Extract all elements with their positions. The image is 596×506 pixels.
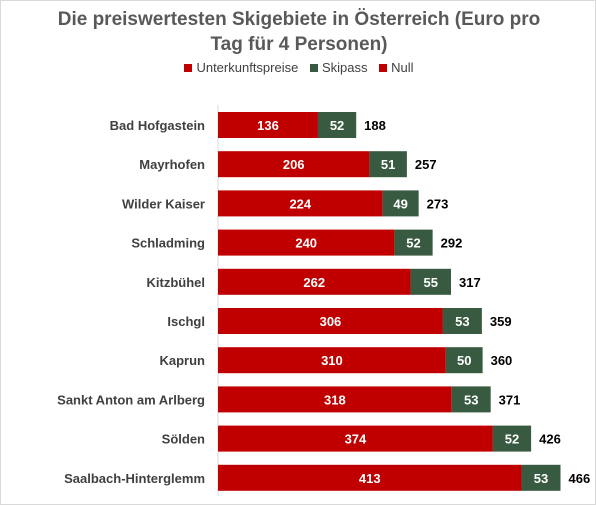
data-label-unterkunftspreise: 310 <box>321 353 343 368</box>
bar-skipass <box>382 190 419 217</box>
data-label-skipass: 52 <box>505 432 519 447</box>
bar-unterkunftspreise <box>218 112 318 138</box>
legend-label: Null <box>391 60 414 75</box>
category-label: Wilder Kaiser <box>122 196 205 211</box>
data-label-skipass: 52 <box>406 236 420 251</box>
bar-unterkunftspreise <box>218 229 395 256</box>
legend-item-unterkunftspreise: Unterkunftspreise <box>184 60 298 75</box>
data-label-unterkunftspreise: 318 <box>324 392 346 407</box>
category-label: Schladming <box>131 236 205 251</box>
legend-label: Skipass <box>321 60 368 75</box>
data-label-unterkunftspreise: 374 <box>345 432 367 447</box>
data-label-total: 360 <box>491 353 513 368</box>
bar-unterkunftspreise <box>218 151 370 178</box>
bar-unterkunftspreise <box>218 386 452 413</box>
data-label-skipass: 51 <box>381 157 395 172</box>
data-label-total: 317 <box>459 275 481 290</box>
data-label-total: 292 <box>441 236 463 251</box>
bar-skipass <box>394 229 433 256</box>
bar-skipass <box>369 151 407 178</box>
data-label-total: 273 <box>427 196 449 211</box>
bar-unterkunftspreise <box>218 425 493 452</box>
legend-swatch <box>184 64 193 72</box>
bar-unterkunftspreise <box>218 308 443 334</box>
category-label: Saalbach-Hinterglemm <box>64 471 205 486</box>
data-label-skipass: 53 <box>464 392 478 407</box>
data-label-unterkunftspreise: 413 <box>359 471 381 486</box>
category-label: Sankt Anton am Arlberg <box>57 392 205 407</box>
bar-unterkunftspreise <box>218 268 411 295</box>
legend: Unterkunftspreise Skipass Null <box>1 60 596 75</box>
chart-title-line-2: Tag für 4 Personen) <box>210 34 388 55</box>
legend-item-null: Null <box>379 60 414 75</box>
bar-unterkunftspreise <box>218 190 383 217</box>
data-label-total: 359 <box>490 314 512 329</box>
data-label-skipass: 53 <box>534 471 548 486</box>
bar-skipass <box>521 464 561 491</box>
bar-skipass <box>492 425 532 452</box>
legend-swatch <box>379 64 388 72</box>
bar-skipass <box>445 347 483 374</box>
category-label: Ischgl <box>167 314 205 329</box>
data-label-skipass: 52 <box>330 118 344 133</box>
legend-swatch <box>309 64 318 72</box>
data-label-total: 257 <box>415 157 437 172</box>
category-label: Mayrhofen <box>139 157 205 172</box>
data-label-skipass: 50 <box>457 353 471 368</box>
data-label-unterkunftspreise: 206 <box>283 157 305 172</box>
data-label-total: 188 <box>364 118 386 133</box>
legend-label: Unterkunftspreise <box>196 60 299 75</box>
data-label-skipass: 53 <box>455 314 469 329</box>
data-label-unterkunftspreise: 224 <box>289 196 311 211</box>
legend-item-skipass: Skipass <box>309 60 368 75</box>
data-label-unterkunftspreise: 306 <box>320 314 342 329</box>
category-label: Sölden <box>162 432 205 447</box>
data-label-total: 426 <box>539 432 561 447</box>
bar-unterkunftspreise <box>218 347 446 374</box>
data-label-skipass: 49 <box>393 196 407 211</box>
category-label: Kaprun <box>160 353 206 368</box>
bar-skipass <box>442 308 482 334</box>
data-label-unterkunftspreise: 136 <box>257 118 279 133</box>
data-label-unterkunftspreise: 262 <box>303 275 325 290</box>
chart-title-line-1: Die preiswertesten Skigebiete in Österre… <box>57 9 541 30</box>
bar-unterkunftspreise <box>218 464 522 491</box>
data-label-total: 371 <box>499 392 521 407</box>
category-label: Bad Hofgastein <box>110 118 205 133</box>
data-label-skipass: 55 <box>424 275 438 290</box>
bar-skipass <box>317 112 357 138</box>
category-label: Kitzbühel <box>147 275 206 290</box>
bar-skipass <box>451 386 491 413</box>
data-label-unterkunftspreise: 240 <box>295 236 317 251</box>
bar-skipass <box>410 268 451 295</box>
data-label-total: 466 <box>569 471 591 486</box>
